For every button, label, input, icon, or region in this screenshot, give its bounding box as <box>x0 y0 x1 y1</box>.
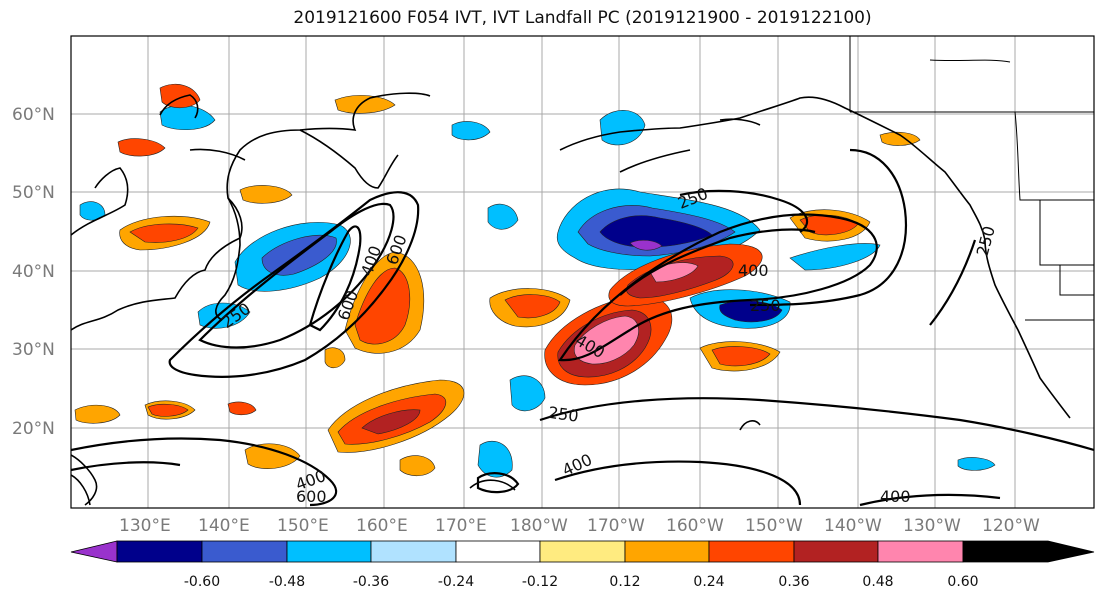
political-borders <box>849 36 1094 321</box>
colorbar-tick-label: -0.12 <box>522 574 558 590</box>
lon-label: 140°W <box>824 516 882 536</box>
ivt-contours <box>71 148 1094 507</box>
contour-label: 600 <box>296 487 327 506</box>
lon-label: 130°W <box>903 516 961 536</box>
colorbar-extend-low <box>70 540 118 563</box>
colorbar-tick-label: 0.24 <box>693 574 724 590</box>
lon-label: 170°W <box>587 516 645 536</box>
colorbar-segment <box>116 540 203 563</box>
contour-label: 400 <box>738 261 769 280</box>
contour-label: 250 <box>750 296 781 315</box>
lat-label: 60°N <box>12 105 55 125</box>
map-frame <box>70 35 1095 509</box>
contour-label: 400 <box>880 487 911 506</box>
lat-label: 20°N <box>12 419 55 439</box>
map-title: 2019121600 F054 IVT, IVT Landfall PC (20… <box>293 8 872 28</box>
colorbar-tick-label: -0.60 <box>184 574 220 590</box>
colorbar-segment <box>286 540 372 563</box>
lon-label: 140°E <box>198 516 250 536</box>
coastlines <box>71 92 1071 506</box>
colorbar-tick-label: -0.36 <box>353 574 389 590</box>
lon-label: 150°E <box>277 516 329 536</box>
colorbar-segment <box>793 540 879 563</box>
colorbar-segment <box>370 540 457 563</box>
colorbar-tick-label: -0.24 <box>438 574 474 590</box>
colorbar-tick-label: 0.60 <box>947 574 978 590</box>
colorbar-tick-label: 0.12 <box>609 574 640 590</box>
colorbar-segment <box>539 540 626 563</box>
lat-label: 50°N <box>12 183 55 203</box>
lat-label: 40°N <box>12 262 55 282</box>
lon-label: 170°E <box>435 516 487 536</box>
colorbar-segment <box>624 540 710 563</box>
colorbar <box>70 540 1095 563</box>
latitude-labels: 60°N 50°N 40°N 30°N 20°N <box>12 105 55 439</box>
lon-label: 120°W <box>982 516 1040 536</box>
colorbar-segment <box>708 540 795 563</box>
colorbar-tick-label: -0.48 <box>269 574 305 590</box>
contour-label: 250 <box>547 403 580 426</box>
colorbar-tick-label: 0.36 <box>778 574 809 590</box>
colorbar-segment <box>455 540 541 563</box>
lon-label: 160°W <box>666 516 724 536</box>
colorbar-segment <box>877 540 964 563</box>
lat-label: 30°N <box>12 340 55 360</box>
longitude-labels: 130°E 140°E 150°E 160°E 170°E 180°W 170°… <box>119 516 1040 536</box>
lon-label: 130°E <box>119 516 171 536</box>
colorbar-ticks: -0.60 -0.48 -0.36 -0.24 -0.12 0.12 0.24 … <box>184 574 979 590</box>
map-panel <box>71 36 1094 508</box>
lon-label: 160°E <box>356 516 408 536</box>
colorbar-extend-high <box>962 540 1095 563</box>
colorbar-tick-label: 0.48 <box>862 574 893 590</box>
lon-label: 150°W <box>745 516 803 536</box>
lon-label: 180°W <box>510 516 568 536</box>
colorbar-segment <box>201 540 288 563</box>
